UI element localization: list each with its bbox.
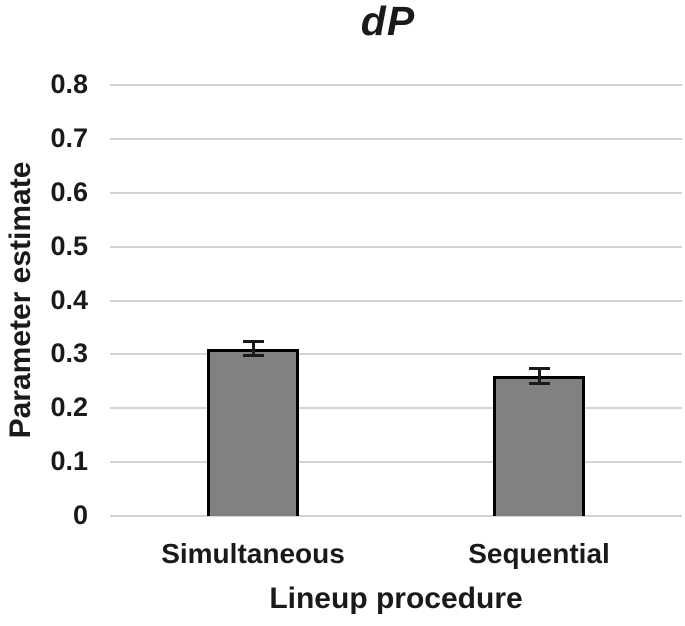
gridline: [110, 299, 682, 302]
gridline: [110, 84, 682, 86]
y-tick-label: 0: [72, 499, 88, 530]
y-tick-label: 0.4: [50, 284, 88, 315]
error-bar-cap: [528, 366, 550, 370]
bar: [207, 349, 299, 516]
error-bar-cap: [242, 340, 264, 344]
y-tick-label: 0.6: [50, 176, 88, 207]
error-bar-cap: [528, 381, 550, 385]
gridline: [110, 245, 682, 248]
gridline: [110, 191, 682, 194]
plot-area: [110, 84, 682, 517]
x-category-label: Simultaneous: [161, 538, 345, 569]
y-tick-label: 0.2: [50, 392, 88, 423]
y-tick-label: 0.1: [50, 446, 88, 477]
chart-title: dP: [360, 0, 416, 44]
gridline: [110, 407, 682, 410]
error-bar-line: [537, 368, 541, 384]
y-tick-label: 0.8: [50, 68, 88, 99]
y-tick-label: 0.5: [50, 230, 88, 261]
gridline: [110, 461, 682, 464]
bar: [493, 375, 585, 516]
x-axis-title: Lineup procedure: [269, 582, 523, 615]
y-tick-label: 0.3: [50, 338, 88, 369]
y-tick-label: 0.7: [50, 122, 88, 153]
error-bar-line: [251, 341, 255, 356]
gridline: [110, 515, 682, 517]
x-category-label: Sequential: [468, 538, 610, 569]
gridline: [110, 137, 682, 140]
error-bar-cap: [242, 354, 264, 358]
gridline: [110, 353, 682, 356]
